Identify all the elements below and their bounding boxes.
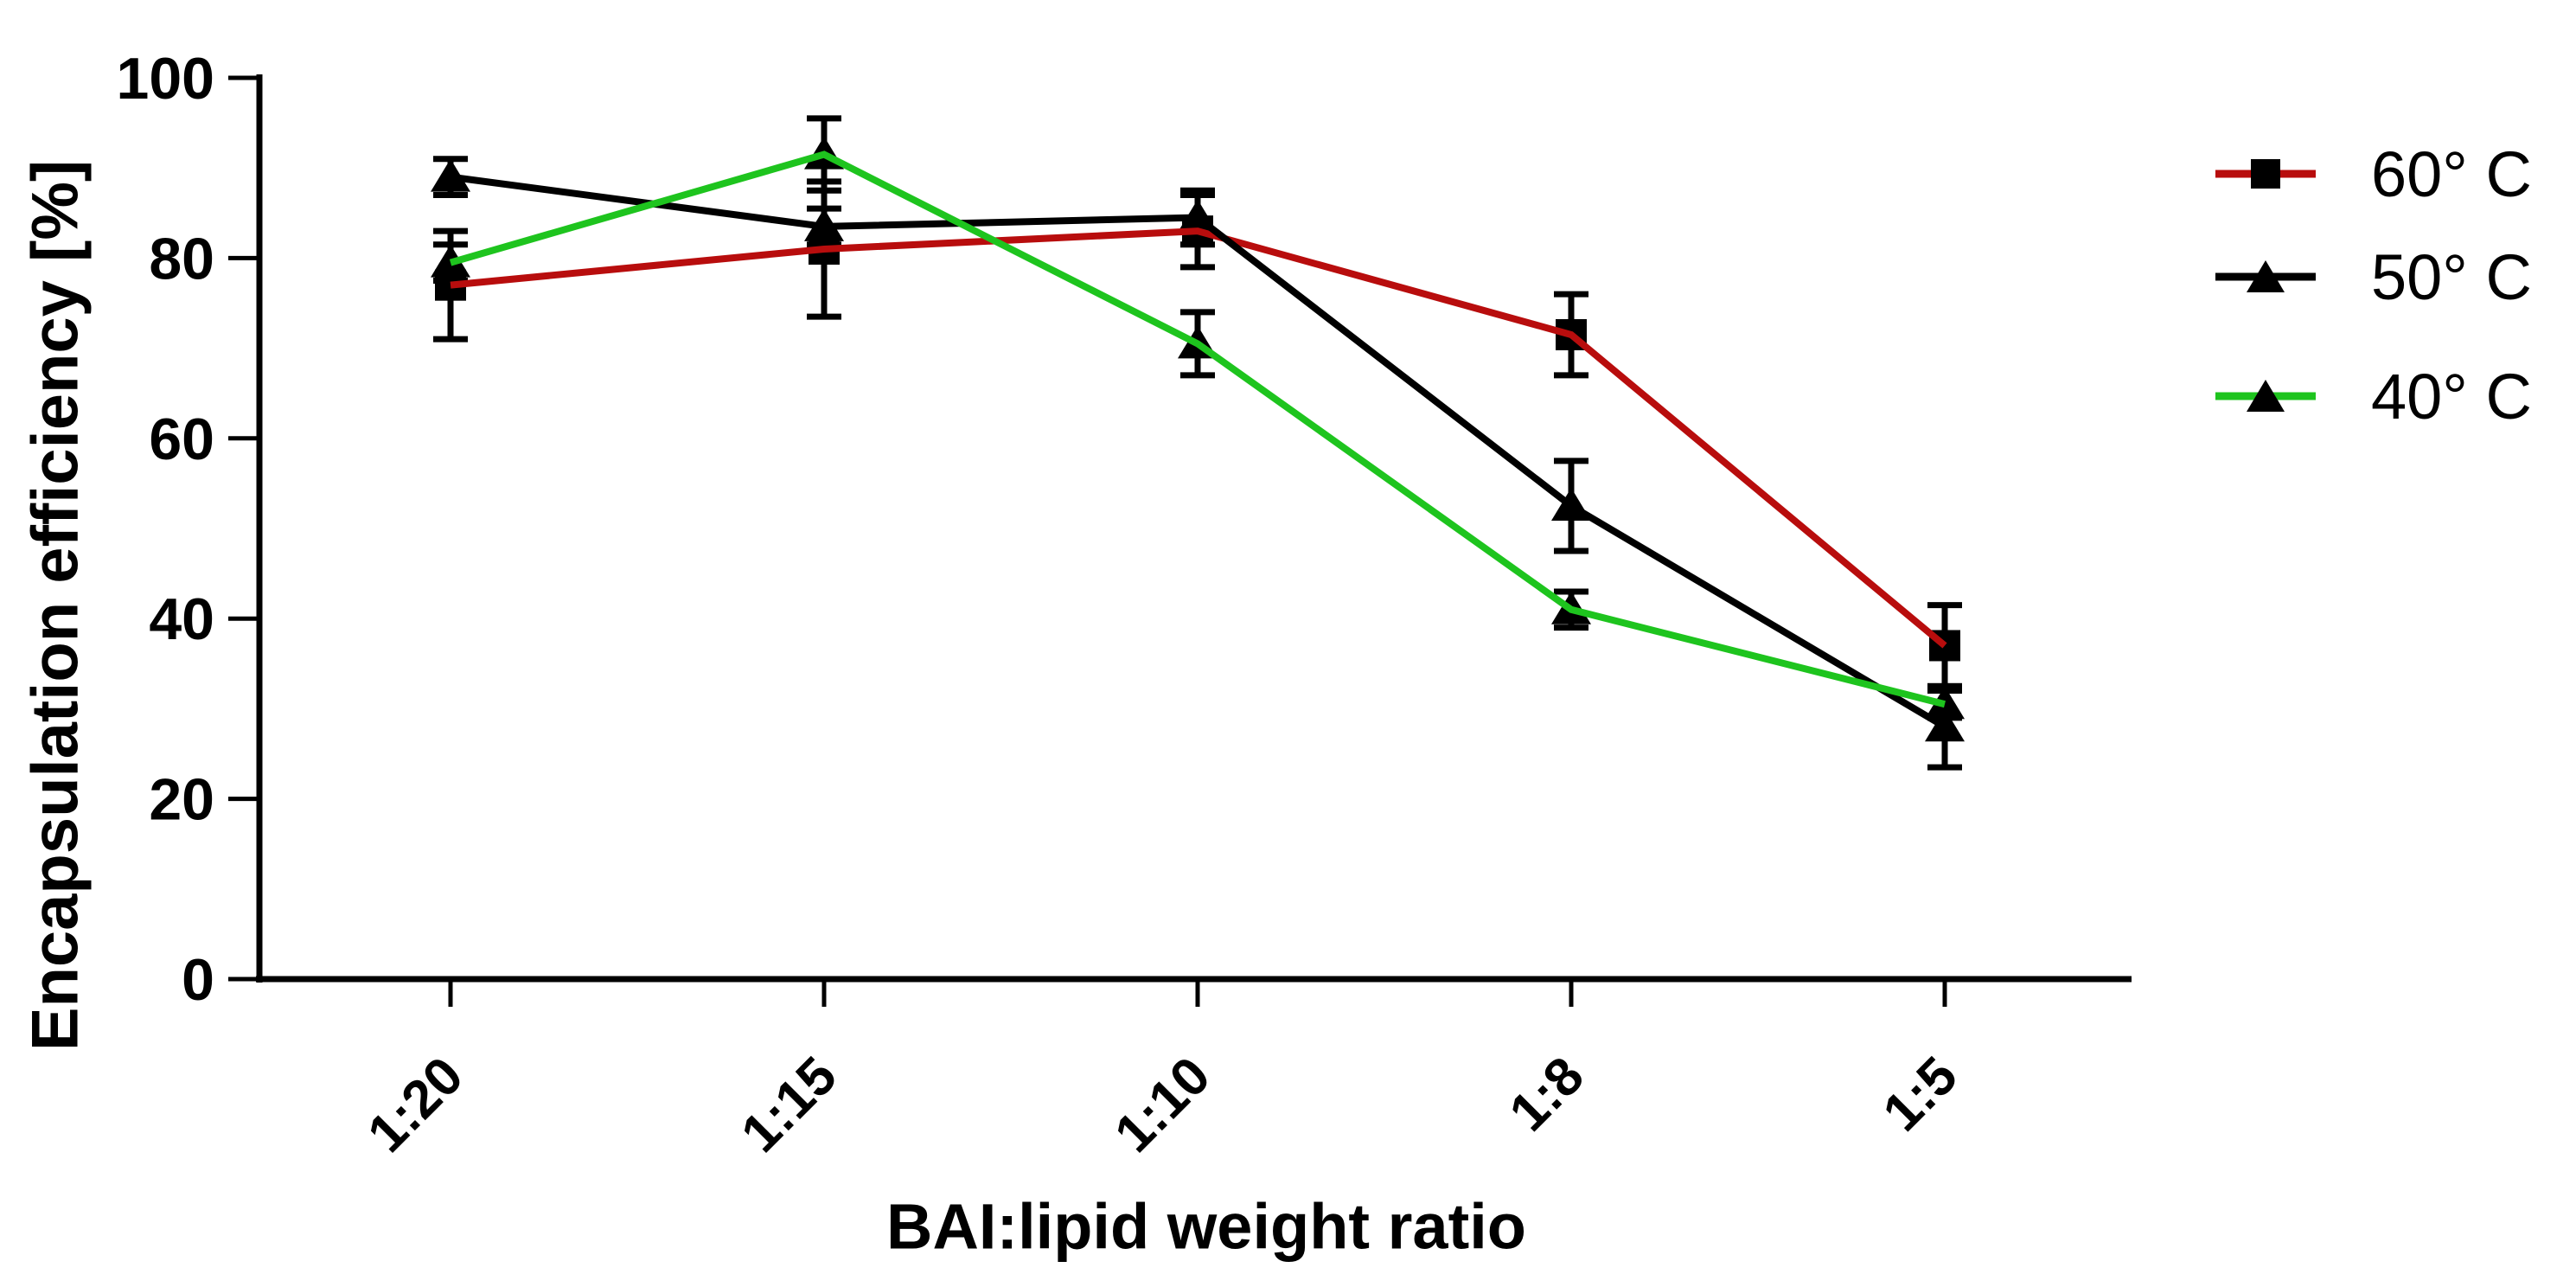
legend-triangle-marker xyxy=(2247,380,2285,412)
x-tick-label-1:10: 1:10 xyxy=(1103,1046,1222,1164)
legend-square-marker xyxy=(2251,159,2280,189)
x-tick-label-group: 1:15 xyxy=(730,1046,848,1164)
legend-item-60c: 60° C xyxy=(2210,138,2532,210)
x-tick-label-1:5: 1:5 xyxy=(1872,1046,1969,1143)
legend-marker-50c-icon xyxy=(2215,260,2316,292)
x-tick-label-1:15: 1:15 xyxy=(730,1046,848,1164)
y-tick-label-40: 40 xyxy=(149,586,214,652)
x-tick-label-group: 1:10 xyxy=(1103,1046,1222,1164)
legend-marker-40c-icon xyxy=(2215,380,2316,412)
legend-label-40c: 40° C xyxy=(2371,360,2532,432)
series-lines xyxy=(449,150,1947,730)
series-40c-line xyxy=(449,150,1946,708)
y-tick-label-80: 80 xyxy=(149,226,214,291)
legend-item-50c: 50° C xyxy=(2210,240,2532,313)
legend-triangle-marker xyxy=(2247,260,2285,292)
x-tick-label-group: 1:8 xyxy=(1499,1046,1595,1143)
x-axis-title: BAI:lipid weight ratio xyxy=(886,1190,1526,1263)
x-tick-label-group: 1:20 xyxy=(356,1046,475,1164)
legend: 60° C 50° C 40° C xyxy=(2210,0,2573,519)
y-tick-label-20: 20 xyxy=(149,767,214,833)
x-tick-label-1:20: 1:20 xyxy=(356,1046,475,1164)
axes: 0 20 40 60 80 100 1:20 1:15 1:10 1:8 1:5 xyxy=(117,46,2132,1164)
legend-label-50c: 50° C xyxy=(2371,240,2532,313)
legend-label-60c: 60° C xyxy=(2371,138,2532,210)
y-tick-label-100: 100 xyxy=(117,46,214,112)
x-tick-label-group: 1:5 xyxy=(1872,1046,1969,1143)
y-axis-title: Encapsulation efficiency [%] xyxy=(18,159,93,1052)
y-tick-label-60: 60 xyxy=(149,407,214,472)
series-50c-line xyxy=(450,173,1947,730)
series-60c-line xyxy=(450,227,1947,649)
legend-marker-60c-icon xyxy=(2215,159,2316,189)
legend-item-40c: 40° C xyxy=(2210,360,2532,432)
y-tick-label-0: 0 xyxy=(182,947,214,1013)
series-50c-1:20-triangle-marker xyxy=(431,158,470,192)
x-tick-label-1:8: 1:8 xyxy=(1499,1046,1595,1143)
